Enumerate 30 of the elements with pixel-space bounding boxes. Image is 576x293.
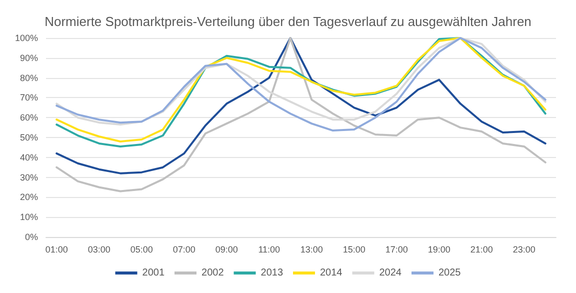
legend-label: 2002 xyxy=(202,268,224,278)
x-tick-label: 09:00 xyxy=(215,244,238,254)
x-tick-label: 05:00 xyxy=(130,244,153,254)
y-tick-label: 50% xyxy=(20,132,38,142)
y-tick-label: 20% xyxy=(20,192,38,202)
y-tick-label: 30% xyxy=(20,172,38,182)
x-tick-label: 17:00 xyxy=(385,244,408,254)
x-tick-label: 11:00 xyxy=(258,244,280,254)
x-tick-label: 03:00 xyxy=(88,244,110,254)
legend-label: 2001 xyxy=(142,268,165,278)
x-tick-label: 23:00 xyxy=(512,244,536,254)
y-tick-label: 90% xyxy=(20,52,38,63)
x-tick-label: 19:00 xyxy=(428,244,450,254)
x-tick-label: 07:00 xyxy=(172,244,196,254)
x-tick-label: 21:00 xyxy=(470,244,493,254)
x-tick-label: 15:00 xyxy=(342,244,366,254)
legend-label: 2025 xyxy=(438,268,462,278)
y-tick-label: 80% xyxy=(20,72,38,83)
y-tick-label: 40% xyxy=(20,152,38,162)
y-tick-label: 10% xyxy=(20,212,38,222)
y-tick-label: 70% xyxy=(20,92,38,103)
x-tick-label: 01:00 xyxy=(45,244,68,254)
x-tick-label: 13:00 xyxy=(300,244,323,254)
chart-title: Normierte Spotmarktpreis-Verteilung über den Tagesverlauf zu ausgewählten Jahren xyxy=(44,14,532,29)
legend-label: 2013 xyxy=(260,268,284,278)
y-tick-label: 60% xyxy=(20,112,38,123)
y-tick-label: 0% xyxy=(24,232,38,242)
legend-label: 2024 xyxy=(379,268,402,278)
legend-label: 2014 xyxy=(320,268,343,278)
y-tick-label: 100% xyxy=(14,33,38,43)
